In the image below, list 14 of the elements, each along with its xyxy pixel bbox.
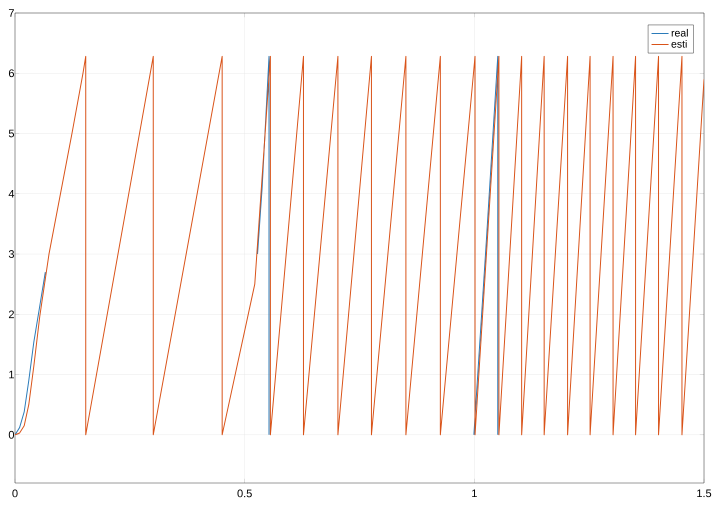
y-tick-label: 5 [8,130,14,138]
line-series [15,56,704,436]
y-tick-label: 6 [8,69,14,78]
x-tick-label: 1.5 [697,490,712,498]
y-tick-label: 0 [8,430,14,439]
y-tick-label: 2 [8,310,14,318]
x-tick-label: 1 [472,490,477,498]
x-tick-label: 0.5 [237,490,252,498]
y-tick-label: 3 [8,250,14,258]
legend-label: esti [671,40,687,48]
y-tick-label: 4 [8,190,14,198]
legend-label: real [672,28,688,37]
y-tick-label: 1 [9,370,14,378]
y-tick-label: 7 [8,9,14,17]
